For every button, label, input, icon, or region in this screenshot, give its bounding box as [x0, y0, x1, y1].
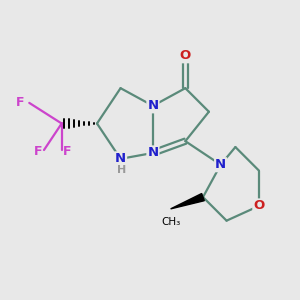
Text: O: O — [253, 200, 265, 212]
Text: F: F — [34, 145, 43, 158]
Text: F: F — [63, 145, 72, 158]
Text: CH₃: CH₃ — [161, 217, 180, 227]
Polygon shape — [171, 194, 204, 209]
Text: N: N — [215, 158, 226, 171]
Text: N: N — [147, 146, 158, 159]
Text: N: N — [115, 152, 126, 165]
Text: N: N — [147, 99, 158, 112]
Text: F: F — [16, 96, 25, 110]
Text: H: H — [117, 165, 127, 175]
Text: O: O — [180, 49, 191, 62]
